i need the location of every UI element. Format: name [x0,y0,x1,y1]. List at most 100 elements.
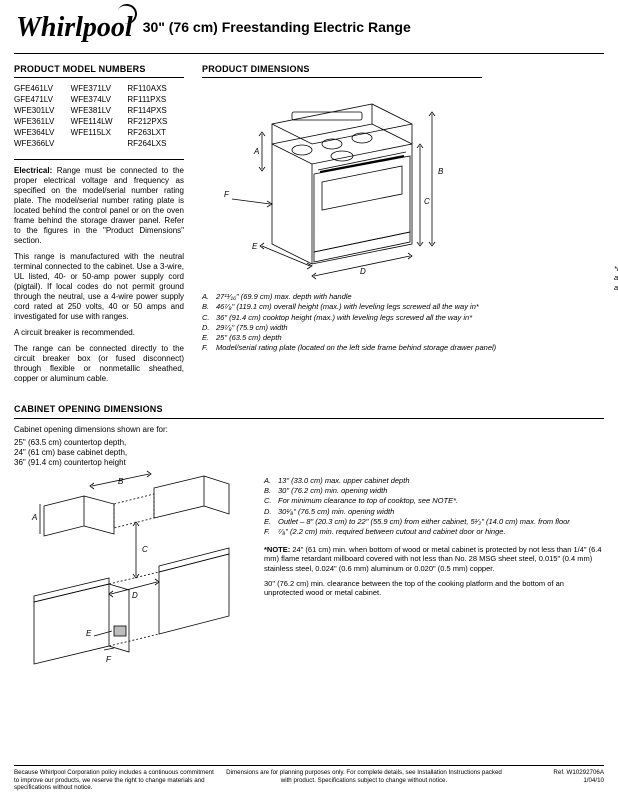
model-number: WFE114LW [71,117,128,127]
cabinet-dimension-value: 13" (33.0 cm) max. upper cabinet depth [278,476,409,485]
electrical-text-4: The range can be connected directly to t… [14,344,184,384]
cab-label-b: B [118,477,124,486]
cab-label-f: F [106,655,112,664]
range-diagram: A F E D B C [202,84,462,284]
cabinet-dimension-value: For minimum clearance to top of cooktop,… [278,496,458,505]
electrical-text-2: This range is manufactured with the neut… [14,252,184,322]
model-number: WFE301LV [14,106,71,116]
dimension-value: 29⁷⁄₈" (75.9 cm) width [216,323,288,333]
dimension-row: E.25" (63.5 cm) depth [202,333,604,343]
dimension-value: Model/serial rating plate (located on th… [216,343,496,353]
dimension-value: 36" (91.4 cm) cooktop height (max.) with… [216,313,472,323]
dimension-key: E. [202,333,216,343]
dimension-row: A.27¹¹⁄₁₆" (69.9 cm) max. depth with han… [202,292,604,302]
model-number: GFE471LV [14,95,71,105]
model-number: RF114PXS [127,106,184,116]
cabinet-dimension-key: D. [264,507,278,516]
model-number: WFE371LV [71,84,128,94]
model-number-grid: GFE461LVWFE371LVRF110AXS GFE471LVWFE374LV… [14,84,184,149]
model-number: WFE381LV [71,106,128,116]
dimension-row: C.36" (91.4 cm) cooktop height (max.) wi… [202,313,604,323]
cabinet-dimension-key: A. [264,476,278,485]
dimension-row: F.Model/serial rating plate (located on … [202,343,604,353]
cabinet-columns: A B C D E F A.13" (33.0 cm) max. upper c… [14,476,604,666]
section-heading-models: PRODUCT MODEL NUMBERS [14,64,184,78]
dimension-value: 25" (63.5 cm) depth [216,333,282,343]
model-number: WFE366LV [14,139,71,149]
cabinet-dimension-value: Outlet – 8" (20.3 cm) to 22" (55.9 cm) f… [278,517,570,526]
dim-label-a: A [253,147,259,156]
note-text-1: 24" (61 cm) min. when bottom of wood or … [264,545,602,573]
dimension-row: D.29⁷⁄₈" (75.9 cm) width [202,323,604,333]
left-column: PRODUCT MODEL NUMBERS GFE461LVWFE371LVRF… [14,64,184,390]
dimension-value: 27¹¹⁄₁₆" (69.9 cm) max. depth with handl… [216,292,352,302]
product-dimensions-list: A.27¹¹⁄₁₆" (69.9 cm) max. depth with han… [202,292,604,353]
dimension-key: D. [202,323,216,333]
footer-date: 1/04/10 [514,777,604,785]
electrical-text-1: Range must be connected to the proper el… [14,166,184,245]
cabinet-dimension-basis: 25" (63.5 cm) countertop depth,24" (61 c… [14,438,604,468]
electrical-label: Electrical: [14,166,52,175]
model-number: RF110AXS [127,84,184,94]
cab-label-c: C [142,545,148,554]
cabinet-dimension-key: F. [264,527,278,536]
dimension-key: F. [202,343,216,353]
footer: Because Whirlpool Corporation policy inc… [14,765,604,792]
cabinet-dimension-row: A.13" (33.0 cm) max. upper cabinet depth [264,476,604,485]
dimension-value: 46⁷⁄₈" (119.1 cm) overall height (max.) … [216,302,479,312]
cab-label-e: E [86,629,92,638]
right-column: PRODUCT DIMENSIONS [202,64,604,390]
cabinet-dimension-row: C.For minimum clearance to top of cookto… [264,496,604,505]
dim-label-b: B [438,167,444,176]
model-number: WFE115LX [71,128,128,138]
cabinet-basis-line: 25" (63.5 cm) countertop depth, [14,438,604,448]
cabinet-dimension-row: E.Outlet – 8" (20.3 cm) to 22" (55.9 cm)… [264,517,604,526]
cabinet-note: *NOTE: 24" (61 cm) min. when bottom of w… [264,545,604,598]
cabinet-dimension-value: ⁷⁄₈" (2.2 cm) min. required between cuto… [278,527,506,536]
footer-left: Because Whirlpool Corporation policy inc… [14,769,214,792]
model-number: WFE364LV [14,128,71,138]
note-label: *NOTE: [264,545,290,554]
model-number: RF212PXS [127,117,184,127]
cabinet-dimension-row: B.30" (76.2 cm) min. opening width [264,486,604,495]
cabinet-dimension-key: B. [264,486,278,495]
cabinet-dimension-key: E. [264,517,278,526]
model-number [71,139,128,149]
divider [14,159,184,160]
note-text-2: 30" (76.2 cm) min. clearance between the… [264,579,604,598]
page-title: 30" (76 cm) Freestanding Electric Range [143,19,411,37]
cabinet-dimension-key: C. [264,496,278,505]
footer-ref: Ref. W10292706A [514,769,604,777]
cabinet-dimension-row: D.30¹⁄₈" (76.5 cm) min. opening width [264,507,604,516]
footer-right: Ref. W10292706A 1/04/10 [514,769,604,792]
dimension-row: B.46⁷⁄₈" (119.1 cm) overall height (max.… [202,302,604,312]
leveling-legs-note: *Range can be raised approximately 1" (2… [614,264,618,292]
footer-center: Dimensions are for planning purposes onl… [214,769,514,792]
dim-label-f: F [224,190,230,199]
dimension-key: B. [202,302,216,312]
brand-logo: Whirlpool [14,10,133,45]
cabinet-diagram: A B C D E F [14,476,244,666]
model-number: RF264LXS [127,139,184,149]
cabinet-dimensions-list: A.13" (33.0 cm) max. upper cabinet depth… [264,476,604,537]
electrical-text-3: A circuit breaker is recommended. [14,328,184,338]
cabinet-basis-line: 24" (61 cm) base cabinet depth, [14,448,604,458]
cabinet-section: CABINET OPENING DIMENSIONS Cabinet openi… [14,404,604,665]
model-number: RF111PXS [127,95,184,105]
divider [14,53,604,54]
model-number: RF263LXT [127,128,184,138]
model-number: WFE374LV [71,95,128,105]
model-number: GFE461LV [14,84,71,94]
cab-label-a: A [31,513,37,522]
cabinet-dimension-value: 30¹⁄₈" (76.5 cm) min. opening width [278,507,394,516]
electrical-para: Electrical: Range must be connected to t… [14,166,184,246]
cabinet-right-column: A.13" (33.0 cm) max. upper cabinet depth… [264,476,604,666]
section-heading-cabinet: CABINET OPENING DIMENSIONS [14,404,604,418]
cab-label-d: D [132,591,138,600]
cabinet-dimension-row: F.⁷⁄₈" (2.2 cm) min. required between cu… [264,527,604,536]
dimension-key: C. [202,313,216,323]
cabinet-basis-line: 36" (91.4 cm) countertop height [14,458,604,468]
header: Whirlpool 30" (76 cm) Freestanding Elect… [14,10,604,45]
dim-label-d: D [360,267,366,276]
dim-label-e: E [252,242,258,251]
